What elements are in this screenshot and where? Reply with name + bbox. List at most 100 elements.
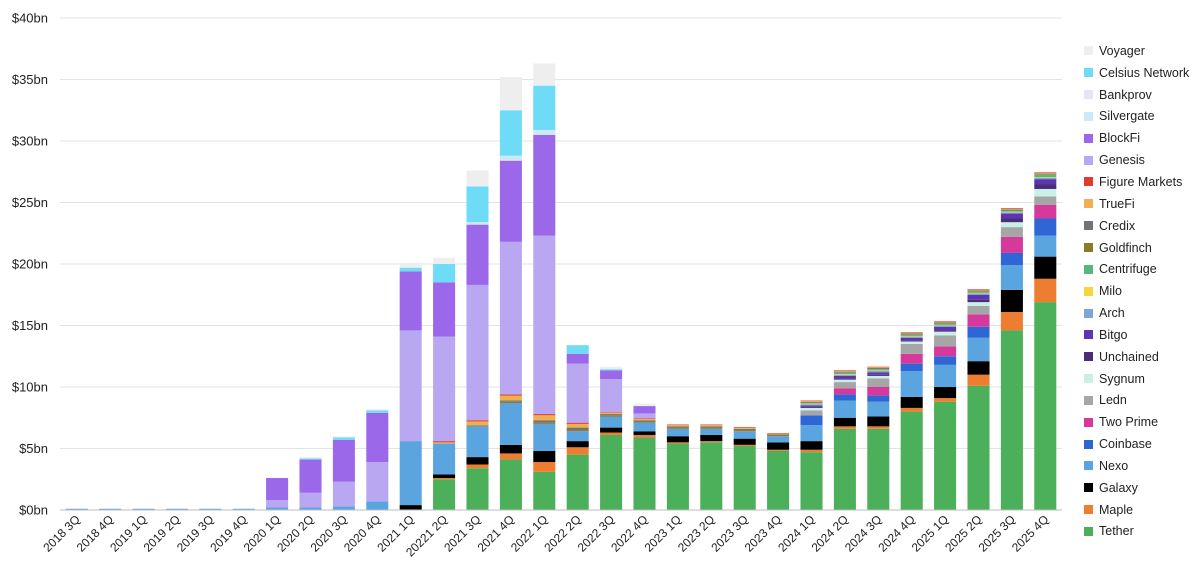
bar-segment — [700, 441, 723, 443]
legend-item: Coinbase — [1084, 433, 1196, 455]
bar-segment — [566, 431, 589, 442]
bar-segment — [1000, 311, 1023, 331]
bar-segment — [1000, 209, 1023, 211]
bar-segment — [466, 421, 489, 426]
bar-segment — [900, 334, 923, 335]
bar-segment — [967, 314, 990, 327]
bar-segment — [600, 427, 623, 433]
gridlines — [60, 17, 1062, 449]
legend-item: Celsius Network — [1084, 62, 1196, 84]
bar-segment — [600, 369, 623, 371]
bar-segment — [867, 416, 890, 427]
bar-segment — [867, 366, 890, 368]
bar-segment — [366, 412, 389, 463]
bar-segment — [1000, 211, 1023, 213]
bar-segment — [633, 420, 656, 422]
legend-swatch — [1084, 483, 1093, 493]
legend-item: Sygnum — [1084, 368, 1196, 390]
bar-segment — [99, 508, 122, 510]
bar-segment — [433, 441, 456, 443]
legend-label: Voyager — [1099, 43, 1145, 58]
bar-segment — [533, 85, 556, 130]
bar-segment — [800, 415, 823, 426]
legend-item: Two Prime — [1084, 411, 1196, 433]
bar-segment — [967, 337, 990, 362]
y-tick-label: $40bn — [12, 11, 48, 26]
bar-segment — [967, 374, 990, 386]
bar-stack — [700, 424, 723, 510]
legend-swatch — [1084, 264, 1093, 274]
bar-stack — [499, 77, 522, 510]
bar-segment — [499, 155, 522, 161]
bar-stack — [633, 403, 656, 510]
legend-item: Silvergate — [1084, 106, 1196, 128]
bar-segment — [1000, 265, 1023, 290]
bar-segment — [1000, 212, 1023, 214]
bar-segment — [466, 420, 489, 422]
bar-segment — [700, 425, 723, 427]
legend-item: Galaxy — [1084, 477, 1196, 499]
bar-segment — [767, 433, 790, 435]
bar-segment — [399, 330, 422, 442]
bar-segment — [767, 450, 790, 510]
legend-swatch — [1084, 395, 1093, 405]
bar-segment — [466, 284, 489, 421]
bar-segment — [967, 292, 990, 294]
legend-item: TrueFi — [1084, 193, 1196, 215]
bar-stack — [65, 508, 88, 510]
bar-segment — [867, 428, 890, 510]
bar-segment — [967, 326, 990, 338]
bar-segment — [600, 415, 623, 417]
bar-segment — [1034, 188, 1057, 197]
bar-stack — [833, 370, 856, 510]
bar-segment — [934, 364, 957, 387]
bar-segment — [533, 134, 556, 236]
bar-segment — [433, 282, 456, 337]
bar-segment — [867, 369, 890, 371]
legend-item: Goldfinch — [1084, 237, 1196, 259]
bar-segment — [466, 464, 489, 469]
bar-segment — [967, 293, 990, 295]
bar-segment — [900, 371, 923, 397]
bar-stacks — [65, 63, 1057, 510]
bar-segment — [366, 409, 389, 411]
bar-segment — [733, 438, 756, 445]
legend-item: Arch — [1084, 302, 1196, 324]
legend-swatch — [1084, 155, 1093, 165]
bar-segment — [1034, 177, 1057, 178]
bar-segment — [733, 444, 756, 447]
bar-segment — [767, 449, 790, 451]
bar-segment — [900, 340, 923, 342]
legend-item: Milo — [1084, 280, 1196, 302]
bar-stack — [867, 366, 890, 510]
bar-segment — [600, 412, 623, 413]
legend-swatch — [1084, 461, 1093, 471]
bar-segment — [633, 422, 656, 432]
bar-segment — [967, 290, 990, 292]
bar-segment — [566, 447, 589, 455]
bar-segment — [666, 426, 689, 428]
legend-item: Bankprov — [1084, 84, 1196, 106]
bar-segment — [1034, 204, 1057, 219]
legend-label: Coinbase — [1099, 437, 1152, 452]
bar-segment — [499, 444, 522, 454]
bar-segment — [833, 374, 856, 376]
bar-stack — [332, 436, 355, 510]
bar-segment — [967, 291, 990, 292]
bar-segment — [967, 291, 990, 293]
bar-segment — [366, 462, 389, 502]
legend-label: Arch — [1099, 306, 1125, 321]
bar-segment — [566, 441, 589, 448]
bar-segment — [1000, 330, 1023, 510]
bar-segment — [332, 506, 355, 510]
bar-segment — [433, 479, 456, 510]
bar-segment — [900, 336, 923, 338]
bar-segment — [499, 395, 522, 401]
bar-segment — [833, 379, 856, 383]
bar-segment — [65, 508, 88, 510]
bar-segment — [1034, 218, 1057, 236]
bar-segment — [366, 501, 389, 510]
bar-stack — [466, 170, 489, 510]
bar-segment — [733, 427, 756, 429]
